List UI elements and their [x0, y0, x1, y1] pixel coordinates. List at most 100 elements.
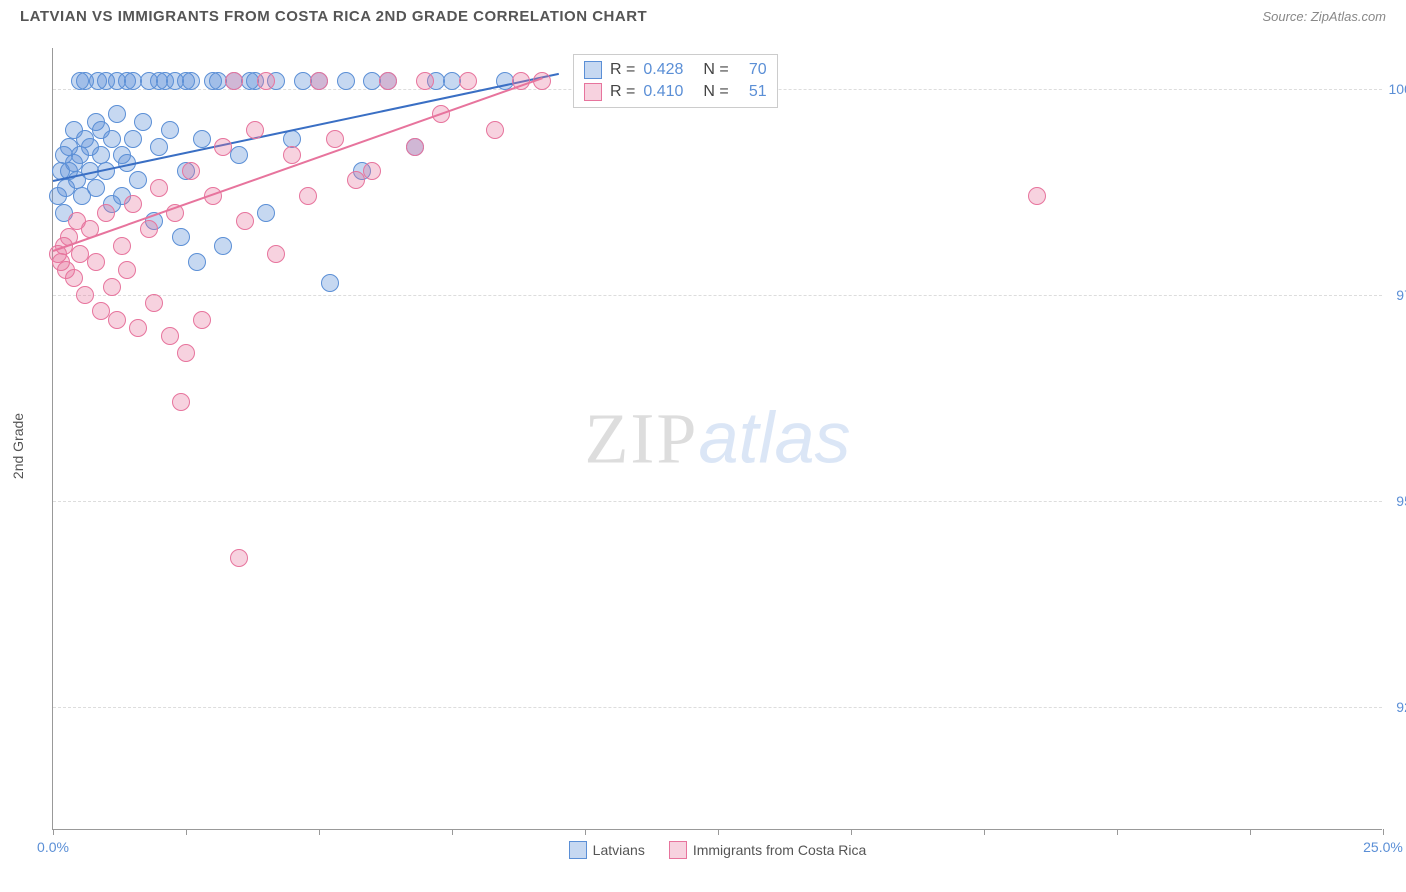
x-tick — [984, 829, 985, 835]
y-tick-label: 97.5% — [1396, 287, 1406, 303]
y-axis-label: 2nd Grade — [10, 413, 26, 479]
data-point — [188, 253, 206, 271]
data-point — [150, 138, 168, 156]
legend-label: Latvians — [593, 842, 645, 858]
watermark: ZIPatlas — [584, 397, 850, 480]
data-point — [150, 179, 168, 197]
data-point — [108, 105, 126, 123]
data-point — [172, 393, 190, 411]
data-point — [92, 146, 110, 164]
chart-title: LATVIAN VS IMMIGRANTS FROM COSTA RICA 2N… — [20, 8, 647, 25]
data-point — [129, 171, 147, 189]
data-point — [459, 72, 477, 90]
x-tick — [1117, 829, 1118, 835]
y-tick-label: 92.5% — [1396, 699, 1406, 715]
y-tick-label: 100.0% — [1389, 81, 1406, 97]
x-tick — [452, 829, 453, 835]
data-point — [321, 274, 339, 292]
data-point — [406, 138, 424, 156]
x-tick — [53, 829, 54, 835]
data-point — [129, 319, 147, 337]
gridline — [53, 501, 1382, 502]
data-point — [145, 294, 163, 312]
data-point — [225, 72, 243, 90]
header: LATVIAN VS IMMIGRANTS FROM COSTA RICA 2N… — [0, 0, 1406, 29]
data-point — [193, 130, 211, 148]
data-point — [87, 179, 105, 197]
data-point — [363, 162, 381, 180]
x-tick-label: 25.0% — [1363, 839, 1403, 855]
legend-swatch — [669, 841, 687, 859]
x-tick — [319, 829, 320, 835]
x-tick — [1383, 829, 1384, 835]
legend-swatch — [584, 83, 602, 101]
data-point — [299, 187, 317, 205]
data-point — [161, 327, 179, 345]
data-point — [283, 146, 301, 164]
x-tick-label: 0.0% — [37, 839, 69, 855]
stat-r-label: R = — [610, 61, 635, 79]
data-point — [182, 162, 200, 180]
legend: Latvians Immigrants from Costa Rica — [53, 841, 1382, 859]
data-point — [267, 245, 285, 263]
data-point — [103, 278, 121, 296]
data-point — [134, 113, 152, 131]
x-tick — [718, 829, 719, 835]
data-point — [124, 195, 142, 213]
stat-r-value: 0.428 — [643, 61, 695, 79]
data-point — [118, 261, 136, 279]
data-point — [76, 286, 94, 304]
x-tick — [1250, 829, 1251, 835]
data-point — [326, 130, 344, 148]
stats-box: R = 0.428 N = 70 R = 0.410 N = 51 — [573, 54, 778, 108]
data-point — [337, 72, 355, 90]
data-point — [379, 72, 397, 90]
data-point — [257, 72, 275, 90]
stat-n-value: 70 — [737, 61, 767, 79]
x-tick — [186, 829, 187, 835]
data-point — [214, 138, 232, 156]
stat-r-label: R = — [610, 83, 635, 101]
data-point — [177, 344, 195, 362]
data-point — [236, 212, 254, 230]
y-tick-label: 95.0% — [1396, 493, 1406, 509]
gridline — [53, 707, 1382, 708]
stat-n-label: N = — [703, 61, 728, 79]
data-point — [161, 121, 179, 139]
watermark-zip: ZIP — [584, 398, 698, 478]
legend-swatch — [584, 61, 602, 79]
data-point — [310, 72, 328, 90]
data-point — [87, 253, 105, 271]
data-point — [108, 311, 126, 329]
legend-item: Latvians — [569, 841, 645, 859]
x-tick — [851, 829, 852, 835]
data-point — [230, 146, 248, 164]
data-point — [140, 220, 158, 238]
scatter-chart: ZIPatlas LatviansImmigrants from Costa R… — [52, 48, 1382, 830]
data-point — [193, 311, 211, 329]
legend-swatch — [569, 841, 587, 859]
data-point — [97, 204, 115, 222]
data-point — [257, 204, 275, 222]
stats-row: R = 0.428 N = 70 — [584, 59, 767, 81]
legend-item: Immigrants from Costa Rica — [669, 841, 866, 859]
stat-r-value: 0.410 — [643, 83, 695, 101]
source-label: Source: ZipAtlas.com — [1262, 9, 1386, 24]
data-point — [486, 121, 504, 139]
data-point — [113, 237, 131, 255]
legend-label: Immigrants from Costa Rica — [693, 842, 866, 858]
data-point — [65, 269, 83, 287]
data-point — [1028, 187, 1046, 205]
stats-row: R = 0.410 N = 51 — [584, 81, 767, 103]
data-point — [416, 72, 434, 90]
data-point — [182, 72, 200, 90]
data-point — [172, 228, 190, 246]
data-point — [214, 237, 232, 255]
stat-n-label: N = — [703, 83, 728, 101]
gridline — [53, 295, 1382, 296]
data-point — [124, 130, 142, 148]
data-point — [246, 121, 264, 139]
stat-n-value: 51 — [737, 83, 767, 101]
data-point — [103, 130, 121, 148]
watermark-atlas: atlas — [698, 398, 850, 478]
